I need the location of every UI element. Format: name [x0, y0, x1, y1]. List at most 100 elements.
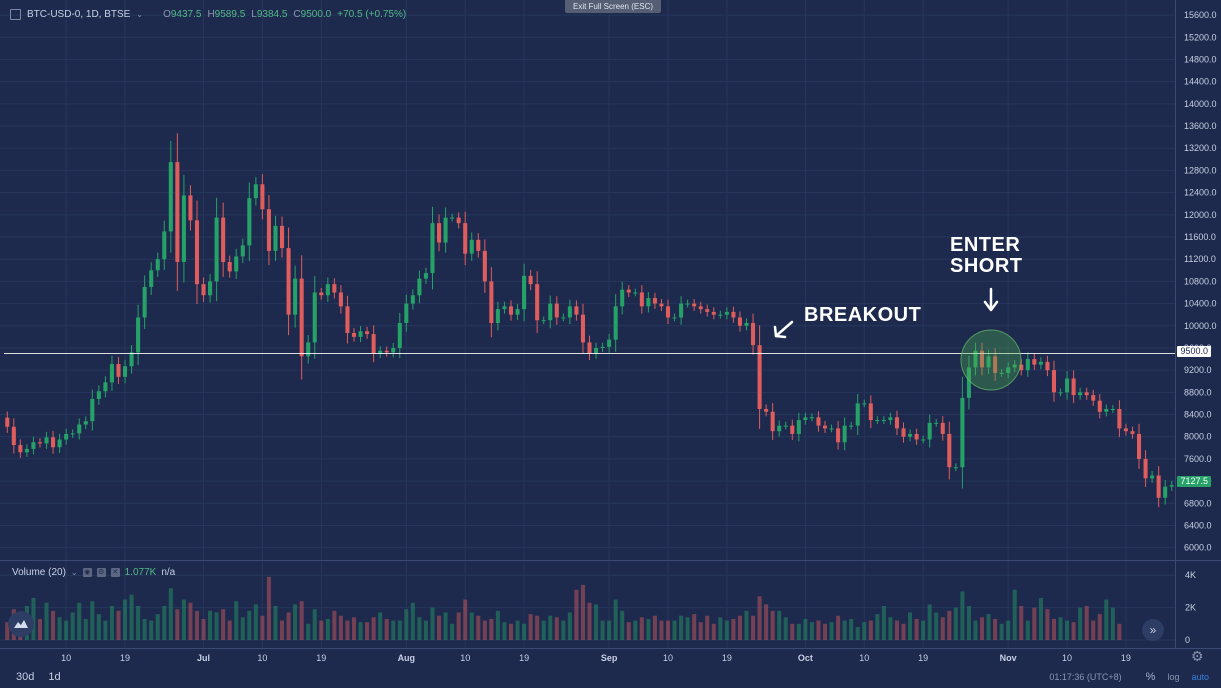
- volume-bar: [1058, 617, 1063, 640]
- exit-fullscreen-button[interactable]: Exit Full Screen (ESC): [565, 0, 661, 13]
- volume-bar: [927, 604, 932, 640]
- candle: [240, 238, 245, 264]
- candle: [672, 313, 677, 322]
- candle: [836, 421, 841, 450]
- candle: [1150, 470, 1155, 483]
- candle: [476, 233, 481, 258]
- volume-tick-label: 0: [1185, 635, 1190, 645]
- percent-toggle[interactable]: %: [1145, 671, 1156, 683]
- candle: [70, 429, 75, 438]
- time-tick-label: Oct: [798, 653, 813, 663]
- volume-bar: [757, 596, 762, 640]
- volume-label[interactable]: Volume (20): [12, 567, 66, 578]
- time-tick-label: 19: [519, 653, 529, 663]
- chevron-down-icon[interactable]: ⌄: [70, 568, 78, 577]
- range-1d[interactable]: 1d: [48, 671, 61, 683]
- volume-bar: [266, 576, 271, 640]
- candle: [770, 403, 775, 440]
- time-tick-label: Jul: [197, 653, 210, 663]
- time-tick-label: Aug: [398, 653, 416, 663]
- range-30d[interactable]: 30d: [16, 671, 35, 683]
- candle: [437, 214, 442, 252]
- log-toggle[interactable]: log: [1167, 672, 1180, 682]
- candle: [652, 292, 657, 309]
- candle: [90, 389, 95, 431]
- candle: [266, 194, 271, 266]
- candle: [208, 274, 213, 303]
- volume-bar: [528, 614, 533, 640]
- candle: [842, 417, 847, 451]
- candle: [947, 421, 952, 480]
- candle: [1058, 388, 1063, 397]
- volume-bar: [103, 620, 108, 640]
- candle: [737, 311, 742, 332]
- clock-timezone[interactable]: 01:17:36 (UTC+8): [1049, 672, 1122, 682]
- candle: [463, 211, 468, 266]
- candle: [613, 294, 618, 352]
- volume-bar: [489, 618, 494, 640]
- candle: [1156, 466, 1161, 508]
- eye-icon[interactable]: ◉: [82, 568, 92, 577]
- volume-header: Volume (20) ⌄ ◉ ⚙ ✕ 1.077K n/a: [12, 567, 175, 578]
- symbol-label[interactable]: BTC-USD-0, 1D, BTSE: [27, 9, 131, 20]
- candle: [659, 299, 664, 311]
- candle: [731, 306, 736, 323]
- gear-icon[interactable]: ⚙: [1191, 648, 1204, 664]
- candle: [626, 285, 631, 298]
- candle: [365, 326, 370, 339]
- symbol-icon[interactable]: [10, 9, 21, 20]
- close-icon[interactable]: ✕: [110, 568, 120, 577]
- candle: [57, 433, 62, 454]
- volume-bar: [620, 610, 625, 640]
- candle: [646, 292, 651, 313]
- candle: [1163, 479, 1168, 505]
- candle: [280, 216, 285, 258]
- volume-bar: [659, 620, 664, 640]
- candle: [338, 285, 343, 314]
- auto-toggle[interactable]: auto: [1191, 672, 1209, 682]
- candle: [809, 413, 814, 422]
- volume-bar: [37, 618, 43, 640]
- volume-bar: [351, 617, 357, 640]
- candle: [11, 418, 16, 454]
- candle: [751, 313, 756, 355]
- settings-icon[interactable]: ⚙: [96, 568, 106, 577]
- volume-bar: [613, 599, 618, 640]
- volume-bar: [816, 620, 821, 640]
- candle: [201, 277, 206, 302]
- volume-bar: [1025, 620, 1030, 640]
- volume-bar: [136, 606, 141, 640]
- volume-bar: [502, 622, 507, 640]
- volume-bar: [548, 615, 553, 640]
- candle: [973, 342, 978, 376]
- candle: [378, 346, 383, 359]
- volume-bar: [77, 602, 82, 640]
- volume-bar: [777, 610, 782, 640]
- volume-bar: [482, 620, 487, 640]
- volume-bar: [711, 623, 716, 640]
- grid-lines: [0, 0, 1175, 648]
- chevron-down-icon[interactable]: ⌄: [136, 10, 144, 19]
- candle: [31, 436, 36, 455]
- volume-bars: [5, 576, 1122, 640]
- candle: [829, 424, 834, 433]
- volume-bar: [914, 618, 919, 640]
- price-axis[interactable]: 15600.0 15200.0 14800.0 14400.0 14000.0 13600…: [1184, 10, 1217, 553]
- scroll-to-realtime-button[interactable]: »: [1142, 619, 1164, 641]
- candle: [1169, 480, 1174, 491]
- time-axis[interactable]: 10 19 Jul 10 19 Aug 10 19 Sep 10 19 Oct 10 19 Nov 10 19: [61, 653, 1131, 663]
- logo-icon[interactable]: [8, 611, 34, 637]
- volume-bar: [221, 609, 226, 640]
- time-tick-label: 10: [859, 653, 869, 663]
- candle: [515, 303, 520, 320]
- candle: [764, 404, 769, 417]
- volume-na: n/a: [161, 567, 176, 578]
- candle: [306, 335, 311, 364]
- volume-bar: [855, 627, 860, 640]
- candle: [149, 262, 154, 295]
- candle: [1025, 352, 1030, 377]
- candle: [528, 269, 533, 291]
- volume-bar: [1032, 607, 1037, 640]
- volume-bar: [1110, 607, 1115, 640]
